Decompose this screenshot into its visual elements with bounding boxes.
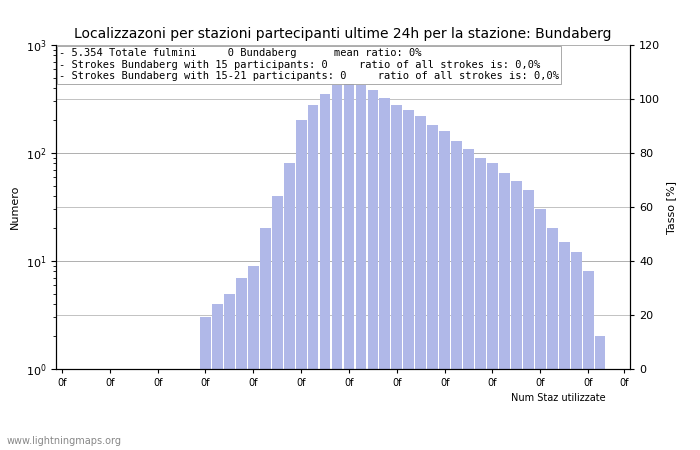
Bar <box>535 209 546 450</box>
Bar <box>356 85 366 450</box>
Bar <box>128 369 139 450</box>
Bar <box>415 116 426 450</box>
Bar <box>487 163 498 450</box>
Bar <box>595 337 606 450</box>
Bar <box>57 369 67 450</box>
Y-axis label: Tasso [%]: Tasso [%] <box>666 180 675 234</box>
Bar <box>92 369 103 450</box>
Bar <box>200 317 211 450</box>
Bar <box>499 173 510 450</box>
Bar <box>344 81 354 450</box>
Text: Num Staz utilizzate: Num Staz utilizzate <box>511 393 606 403</box>
Bar <box>153 369 163 450</box>
Bar <box>164 369 175 450</box>
Bar <box>308 105 318 450</box>
Bar <box>391 105 402 450</box>
Bar <box>523 190 533 450</box>
Bar <box>607 369 617 450</box>
Bar <box>224 293 234 450</box>
Bar <box>332 85 342 450</box>
Bar <box>559 242 570 450</box>
Bar <box>427 126 438 450</box>
Bar <box>320 94 330 450</box>
Title: Localizzazoni per stazioni partecipanti ultime 24h per la stazione: Bundaberg: Localizzazoni per stazioni partecipanti … <box>74 27 612 41</box>
Bar <box>296 121 307 450</box>
Bar <box>260 229 271 450</box>
Bar <box>619 369 629 450</box>
Bar <box>272 196 283 450</box>
Text: - 5.354 Totale fulmini     0 Bundaberg      mean ratio: 0%
- Strokes Bundaberg w: - 5.354 Totale fulmini 0 Bundaberg mean … <box>59 48 559 81</box>
Text: www.lightningmaps.org: www.lightningmaps.org <box>7 436 122 446</box>
Bar <box>188 369 199 450</box>
Bar <box>570 252 582 450</box>
Bar <box>80 369 91 450</box>
Bar <box>140 369 151 450</box>
Bar <box>452 141 462 450</box>
Bar <box>547 229 558 450</box>
Bar <box>403 110 414 450</box>
Bar <box>212 304 223 450</box>
Bar <box>379 99 390 450</box>
Bar <box>69 369 79 450</box>
Bar <box>511 181 522 450</box>
Bar <box>475 158 486 450</box>
Bar <box>236 278 246 450</box>
Bar <box>116 369 127 450</box>
Y-axis label: Numero: Numero <box>10 185 20 229</box>
Bar <box>248 266 259 450</box>
Bar <box>104 369 116 450</box>
Bar <box>583 271 594 450</box>
Bar <box>463 148 474 450</box>
Bar <box>440 131 450 450</box>
Bar <box>284 163 295 450</box>
Bar <box>176 369 187 450</box>
Bar <box>368 90 378 450</box>
